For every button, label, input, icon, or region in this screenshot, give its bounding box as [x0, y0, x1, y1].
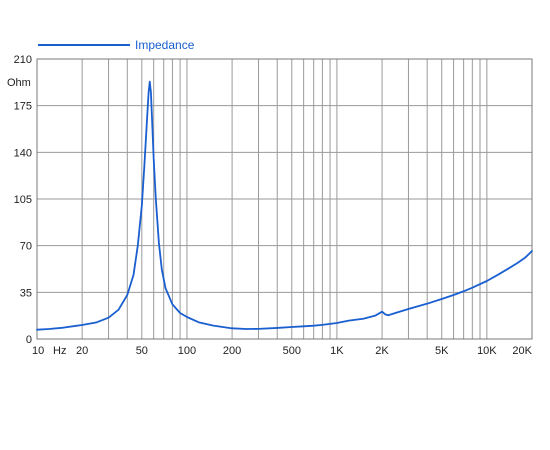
x-tick-label: 10K	[477, 345, 497, 357]
series-group	[36, 80, 533, 331]
y-tick-label: 175	[14, 101, 32, 113]
x-tick-label: 10	[32, 345, 44, 357]
plot-frame	[36, 58, 533, 340]
x-tick-label: 50	[136, 345, 148, 357]
y-tick-label: 70	[20, 241, 32, 253]
plot-border	[36, 58, 533, 340]
x-tick-label: 20K	[512, 345, 532, 357]
x-tick-label: 2K	[375, 345, 389, 357]
series-line-impedance	[36, 80, 533, 331]
y-tick-label: 140	[14, 147, 32, 159]
grid	[36, 58, 533, 340]
x-tick-label: 1K	[330, 345, 344, 357]
y-axis-label: Ohm	[7, 77, 31, 89]
legend-label-impedance: Impedance	[135, 38, 195, 52]
x-axis-label: Hz	[53, 345, 66, 357]
x-tick-label: 5K	[435, 345, 449, 357]
y-tick-label: 35	[20, 287, 32, 299]
y-tick-label: 0	[26, 334, 32, 346]
x-tick-label: 100	[178, 345, 196, 357]
x-axis-ticks: 10 20 50 100 200 500 1K 2K 5K 10K 20K	[32, 345, 533, 357]
x-tick-label: 500	[283, 345, 301, 357]
x-tick-label: 20	[76, 345, 88, 357]
y-tick-label: 105	[14, 194, 32, 206]
legend: Impedance	[38, 38, 195, 52]
y-tick-label: 210	[14, 54, 32, 66]
y-axis-ticks: 0 35 70 105 140 175 210	[14, 54, 32, 346]
x-tick-label: 200	[223, 345, 241, 357]
